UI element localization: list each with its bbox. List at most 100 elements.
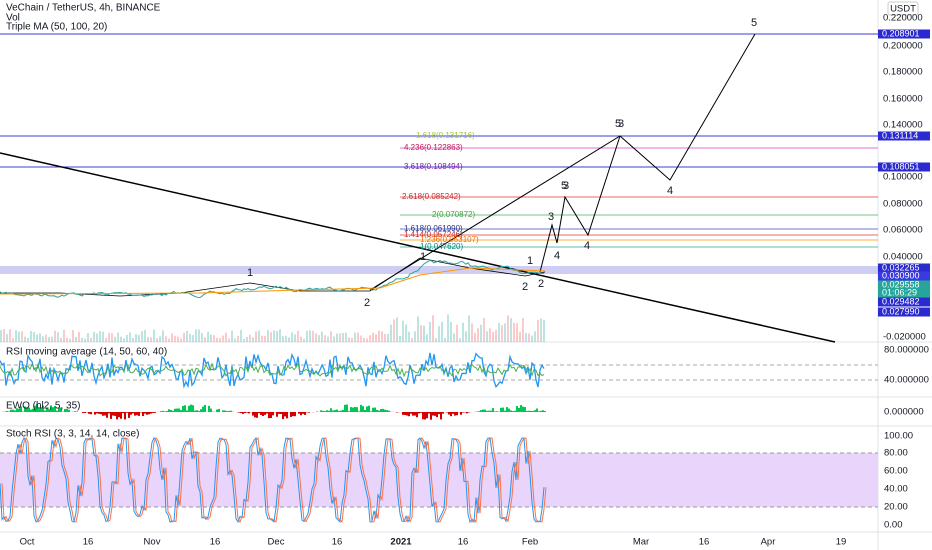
ewo-bar [124, 412, 126, 420]
ewo-bar [96, 412, 98, 414]
wave-label: 5 [751, 17, 757, 29]
ewo-bar [134, 412, 136, 416]
volume-bar [132, 337, 134, 342]
ewo-bar [108, 412, 110, 414]
stoch-d [1, 436, 547, 524]
volume-bar [102, 331, 104, 342]
volume-bar [417, 316, 419, 342]
ewo-bar [382, 408, 384, 412]
volume-bar [69, 338, 71, 342]
ewo-bar [426, 412, 428, 419]
price-tag [878, 263, 930, 273]
volume-bar [489, 328, 491, 342]
ewo-bar [88, 412, 90, 414]
ewo-bar [34, 405, 36, 412]
ewo-bar [46, 407, 48, 412]
volume-bar [483, 317, 485, 342]
ewo-bar [432, 412, 434, 416]
volume-bar [54, 330, 56, 342]
fib-label: 2.618(0.085242) [402, 192, 461, 201]
volume-bar [108, 332, 110, 342]
ewo-bar [354, 406, 356, 412]
pane-tick: 20.00 [884, 502, 908, 513]
ewo-bar [196, 410, 198, 412]
price-tag-label: 0.029558 [882, 279, 920, 289]
volume-bar [147, 337, 149, 342]
ewo-bar [506, 407, 508, 412]
volume-bar [315, 333, 317, 342]
price-tag [878, 288, 930, 298]
ewo-bar [418, 412, 420, 414]
ewo-bar [500, 407, 502, 412]
ewo-bar [368, 405, 370, 412]
volume-bar [345, 332, 347, 342]
ewo-bar [12, 409, 14, 412]
ewo-bar [520, 405, 522, 412]
ewo-bar [164, 411, 166, 412]
ewo-bar [258, 412, 260, 414]
price-tick: 0.100000 [883, 172, 923, 183]
price-tag [878, 297, 930, 307]
ewo-bar [292, 412, 294, 417]
ewo-bar [204, 404, 206, 412]
volume-bar [114, 336, 116, 342]
price-tag-label: 0.208901 [882, 28, 920, 38]
ewo-bar [384, 409, 386, 412]
ewo-bar [502, 407, 504, 412]
ewo-bar [90, 412, 92, 415]
volume-bar [285, 335, 287, 342]
volume-bar [123, 338, 125, 342]
volume-bar [120, 336, 122, 342]
volume-bar [516, 323, 518, 342]
ewo-bar [272, 412, 274, 416]
ewo-bar [376, 409, 378, 412]
ewo-bar [454, 412, 456, 416]
price-tick: 0.200000 [883, 41, 923, 52]
ewo-bar [488, 410, 490, 412]
ewo-bar [512, 411, 514, 412]
ewo-bar [58, 407, 60, 412]
ewo-bar [208, 405, 210, 412]
ewo-bar [162, 410, 164, 412]
ewo-bar [184, 405, 186, 412]
volume-bar [432, 315, 434, 342]
volume-bar [144, 329, 146, 342]
volume-bar [360, 335, 362, 342]
volume-bar [426, 334, 428, 342]
time-tick: 19 [836, 537, 847, 548]
ewo-bar [268, 412, 270, 419]
ewo-bar [136, 412, 138, 416]
volume-bar [180, 338, 182, 342]
volume-bar [60, 337, 62, 342]
volume-bar [405, 324, 407, 342]
stoch-k [0, 436, 545, 524]
ewo-bar [30, 409, 32, 412]
volume-bar [474, 332, 476, 342]
price-tag-label: 01:06:29 [882, 287, 917, 297]
wave-label: 3 [548, 211, 554, 223]
currency-box [887, 1, 919, 16]
volume-bar [129, 332, 131, 342]
ewo-bar [364, 409, 366, 412]
volume-bar [333, 336, 335, 342]
ewo-bar [240, 412, 242, 413]
volume-bar [456, 324, 458, 342]
indicator-label: Triple MA (50, 100, 20) [6, 22, 107, 33]
volume-bar [192, 335, 194, 342]
volume-bar [357, 332, 359, 342]
volume-bar [111, 333, 113, 342]
wave-path [0, 257, 546, 297]
volume-bar [105, 337, 107, 342]
volume-bar [243, 338, 245, 342]
price-series [0, 259, 546, 342]
pane-tick: 40.00 [884, 484, 908, 495]
ewo-bar [480, 410, 482, 412]
ewo-bar [102, 412, 104, 416]
ewo-bar [416, 412, 418, 418]
volume-bar [78, 332, 80, 342]
ewo-bar [254, 412, 256, 418]
wave-label: 5 [615, 118, 621, 130]
ewo-bar [202, 406, 204, 412]
ewo-bar [152, 412, 154, 413]
